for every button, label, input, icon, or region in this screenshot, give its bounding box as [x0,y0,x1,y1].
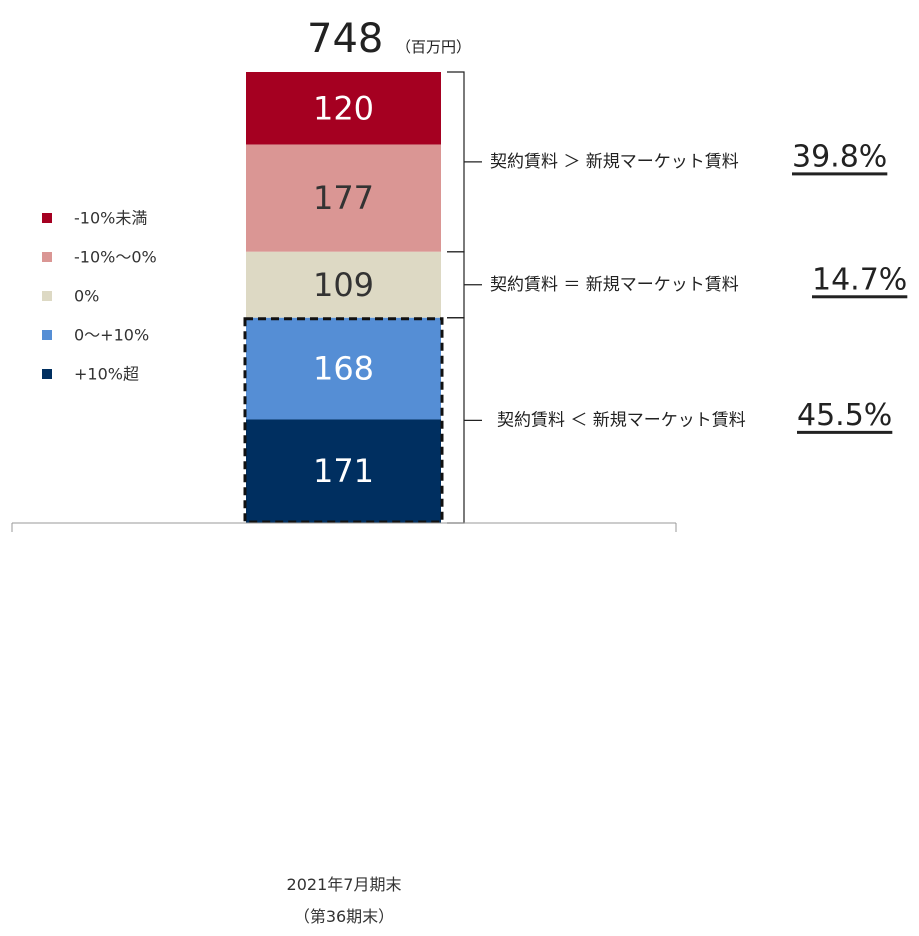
bar-segment-1 [246,144,441,252]
x-axis: 2021年7月期末 （第36期末） [11,522,677,926]
legend-label-4: +10%超 [74,365,139,384]
legend-swatch-0 [42,213,52,223]
bar-value-label-3: 168 [313,350,374,388]
bar-value-label-2: 109 [313,266,374,304]
bar-segment-0 [246,72,441,145]
legend-label-0: -10%未満 [74,209,147,228]
bracket-2 [447,317,482,524]
bar-stack: 120 177 109 168 171 [243,72,444,524]
bar-value-label-0: 120 [313,89,374,127]
bar-segment-3 [246,317,441,420]
dashed-highlight-box [243,317,444,524]
bar-value-label-4: 171 [313,452,374,490]
legend-label-3: 0～+10% [74,326,149,345]
total-value: 748 （百万円） [307,16,471,62]
bar-segment-4 [246,419,441,523]
bar-segment-2 [246,251,441,318]
annotation-percent-2: 45.5% [797,398,892,433]
legend-label-2: 0% [74,287,99,306]
legend-swatch-2 [42,291,52,301]
bracket-0 [447,71,482,253]
total-unit: （百万円） [396,38,471,56]
bracket-1 [447,251,482,319]
category-label-term: （第36期末） [294,907,394,926]
legend-swatch-1 [42,252,52,262]
legend: -10%未満 -10%～0% 0% 0～+10% +10%超 [42,209,157,384]
legend-swatch-4 [42,369,52,379]
category-label-period: 2021年7月期末 [287,875,402,894]
bar-value-label-1: 177 [313,179,374,217]
annotation-percent-0: 39.8% [792,139,887,174]
annotation-percent-1: 14.7% [812,262,907,297]
annotations: 契約賃料 ＞ 新規マーケット賃料 39.8% 契約賃料 ＝ 新規マーケット賃料 14.… [447,71,907,524]
annotation-label-1: 契約賃料 ＝ 新規マーケット賃料 [490,275,739,295]
legend-swatch-3 [42,330,52,340]
legend-label-1: -10%～0% [74,248,157,267]
total-number: 748 [307,16,383,62]
annotation-label-2: 契約賃料 ＜ 新規マーケット賃料 [497,410,746,430]
annotation-label-0: 契約賃料 ＞ 新規マーケット賃料 [490,152,739,172]
